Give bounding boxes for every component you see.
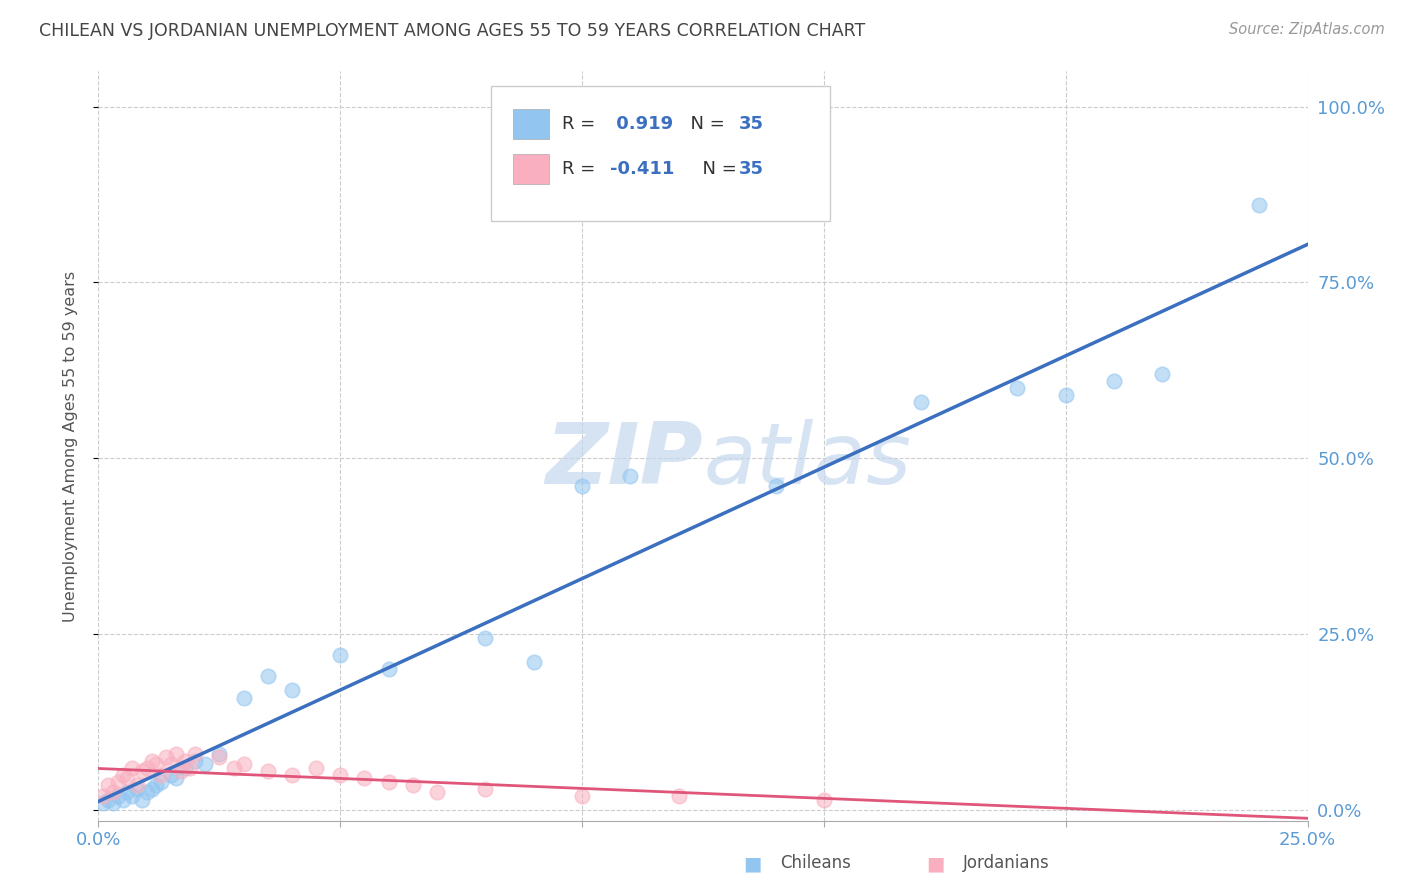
Point xyxy=(165,747,187,761)
Point xyxy=(1249,198,1271,212)
Point xyxy=(135,761,157,775)
FancyBboxPatch shape xyxy=(513,109,550,139)
Text: N =: N = xyxy=(679,115,730,133)
Point xyxy=(131,764,153,779)
Point xyxy=(179,761,201,775)
Text: 0.919: 0.919 xyxy=(610,115,673,133)
Text: Jordanians: Jordanians xyxy=(963,855,1050,872)
Point xyxy=(765,479,787,493)
Point xyxy=(97,792,120,806)
Point xyxy=(145,757,167,772)
Point xyxy=(208,747,231,761)
Point xyxy=(377,775,399,789)
Point xyxy=(281,768,304,782)
Point xyxy=(107,789,129,803)
Text: R =: R = xyxy=(561,115,600,133)
Point xyxy=(910,395,932,409)
Point xyxy=(121,761,143,775)
Point xyxy=(111,792,134,806)
Y-axis label: Unemployment Among Ages 55 to 59 years: Unemployment Among Ages 55 to 59 years xyxy=(63,270,77,622)
Point xyxy=(208,750,231,764)
Point xyxy=(1152,367,1174,381)
Point xyxy=(353,772,375,786)
Point xyxy=(571,789,593,803)
Point xyxy=(101,796,124,810)
Point xyxy=(222,761,245,775)
Point xyxy=(1102,374,1125,388)
Point xyxy=(155,750,177,764)
Text: Chileans: Chileans xyxy=(780,855,851,872)
Point xyxy=(232,757,254,772)
Point xyxy=(668,789,690,803)
Point xyxy=(160,757,183,772)
Point xyxy=(111,768,134,782)
Point xyxy=(619,469,641,483)
Text: R =: R = xyxy=(561,160,600,178)
Point xyxy=(281,683,304,698)
Point xyxy=(184,747,207,761)
Point xyxy=(523,656,546,670)
Point xyxy=(174,761,197,775)
Text: 35: 35 xyxy=(740,160,765,178)
Text: ZIP: ZIP xyxy=(546,419,703,502)
Text: atlas: atlas xyxy=(703,419,911,502)
Point xyxy=(813,792,835,806)
Point xyxy=(127,779,149,793)
FancyBboxPatch shape xyxy=(492,87,830,221)
Point xyxy=(169,764,191,779)
Point xyxy=(426,785,449,799)
Point xyxy=(329,768,352,782)
Point xyxy=(194,757,217,772)
Text: CHILEAN VS JORDANIAN UNEMPLOYMENT AMONG AGES 55 TO 59 YEARS CORRELATION CHART: CHILEAN VS JORDANIAN UNEMPLOYMENT AMONG … xyxy=(39,22,866,40)
Point xyxy=(377,662,399,676)
Point xyxy=(165,772,187,786)
Point xyxy=(117,785,139,799)
Point xyxy=(1054,388,1077,402)
Point xyxy=(145,779,167,793)
Point xyxy=(117,772,139,786)
Point xyxy=(131,792,153,806)
Text: N =: N = xyxy=(690,160,742,178)
Point xyxy=(474,782,496,797)
Point xyxy=(141,782,163,797)
Point xyxy=(402,779,425,793)
Point xyxy=(91,789,114,803)
Point xyxy=(91,796,114,810)
Point xyxy=(256,764,278,779)
Point xyxy=(160,768,183,782)
Point xyxy=(127,782,149,797)
Text: ■: ■ xyxy=(742,854,762,873)
Point xyxy=(256,669,278,683)
Text: -0.411: -0.411 xyxy=(610,160,675,178)
FancyBboxPatch shape xyxy=(513,153,550,184)
Point xyxy=(150,775,173,789)
Point xyxy=(121,789,143,803)
Point xyxy=(1007,381,1029,395)
Point xyxy=(184,754,207,768)
Point xyxy=(232,690,254,705)
Point xyxy=(474,631,496,645)
Point xyxy=(101,785,124,799)
Point xyxy=(107,775,129,789)
Point xyxy=(150,768,173,782)
Point xyxy=(97,779,120,793)
Point xyxy=(135,785,157,799)
Point xyxy=(305,761,328,775)
Point xyxy=(141,754,163,768)
Point xyxy=(174,754,197,768)
Text: ■: ■ xyxy=(925,854,945,873)
Text: 35: 35 xyxy=(740,115,765,133)
Point xyxy=(571,479,593,493)
Text: Source: ZipAtlas.com: Source: ZipAtlas.com xyxy=(1229,22,1385,37)
Point xyxy=(329,648,352,663)
